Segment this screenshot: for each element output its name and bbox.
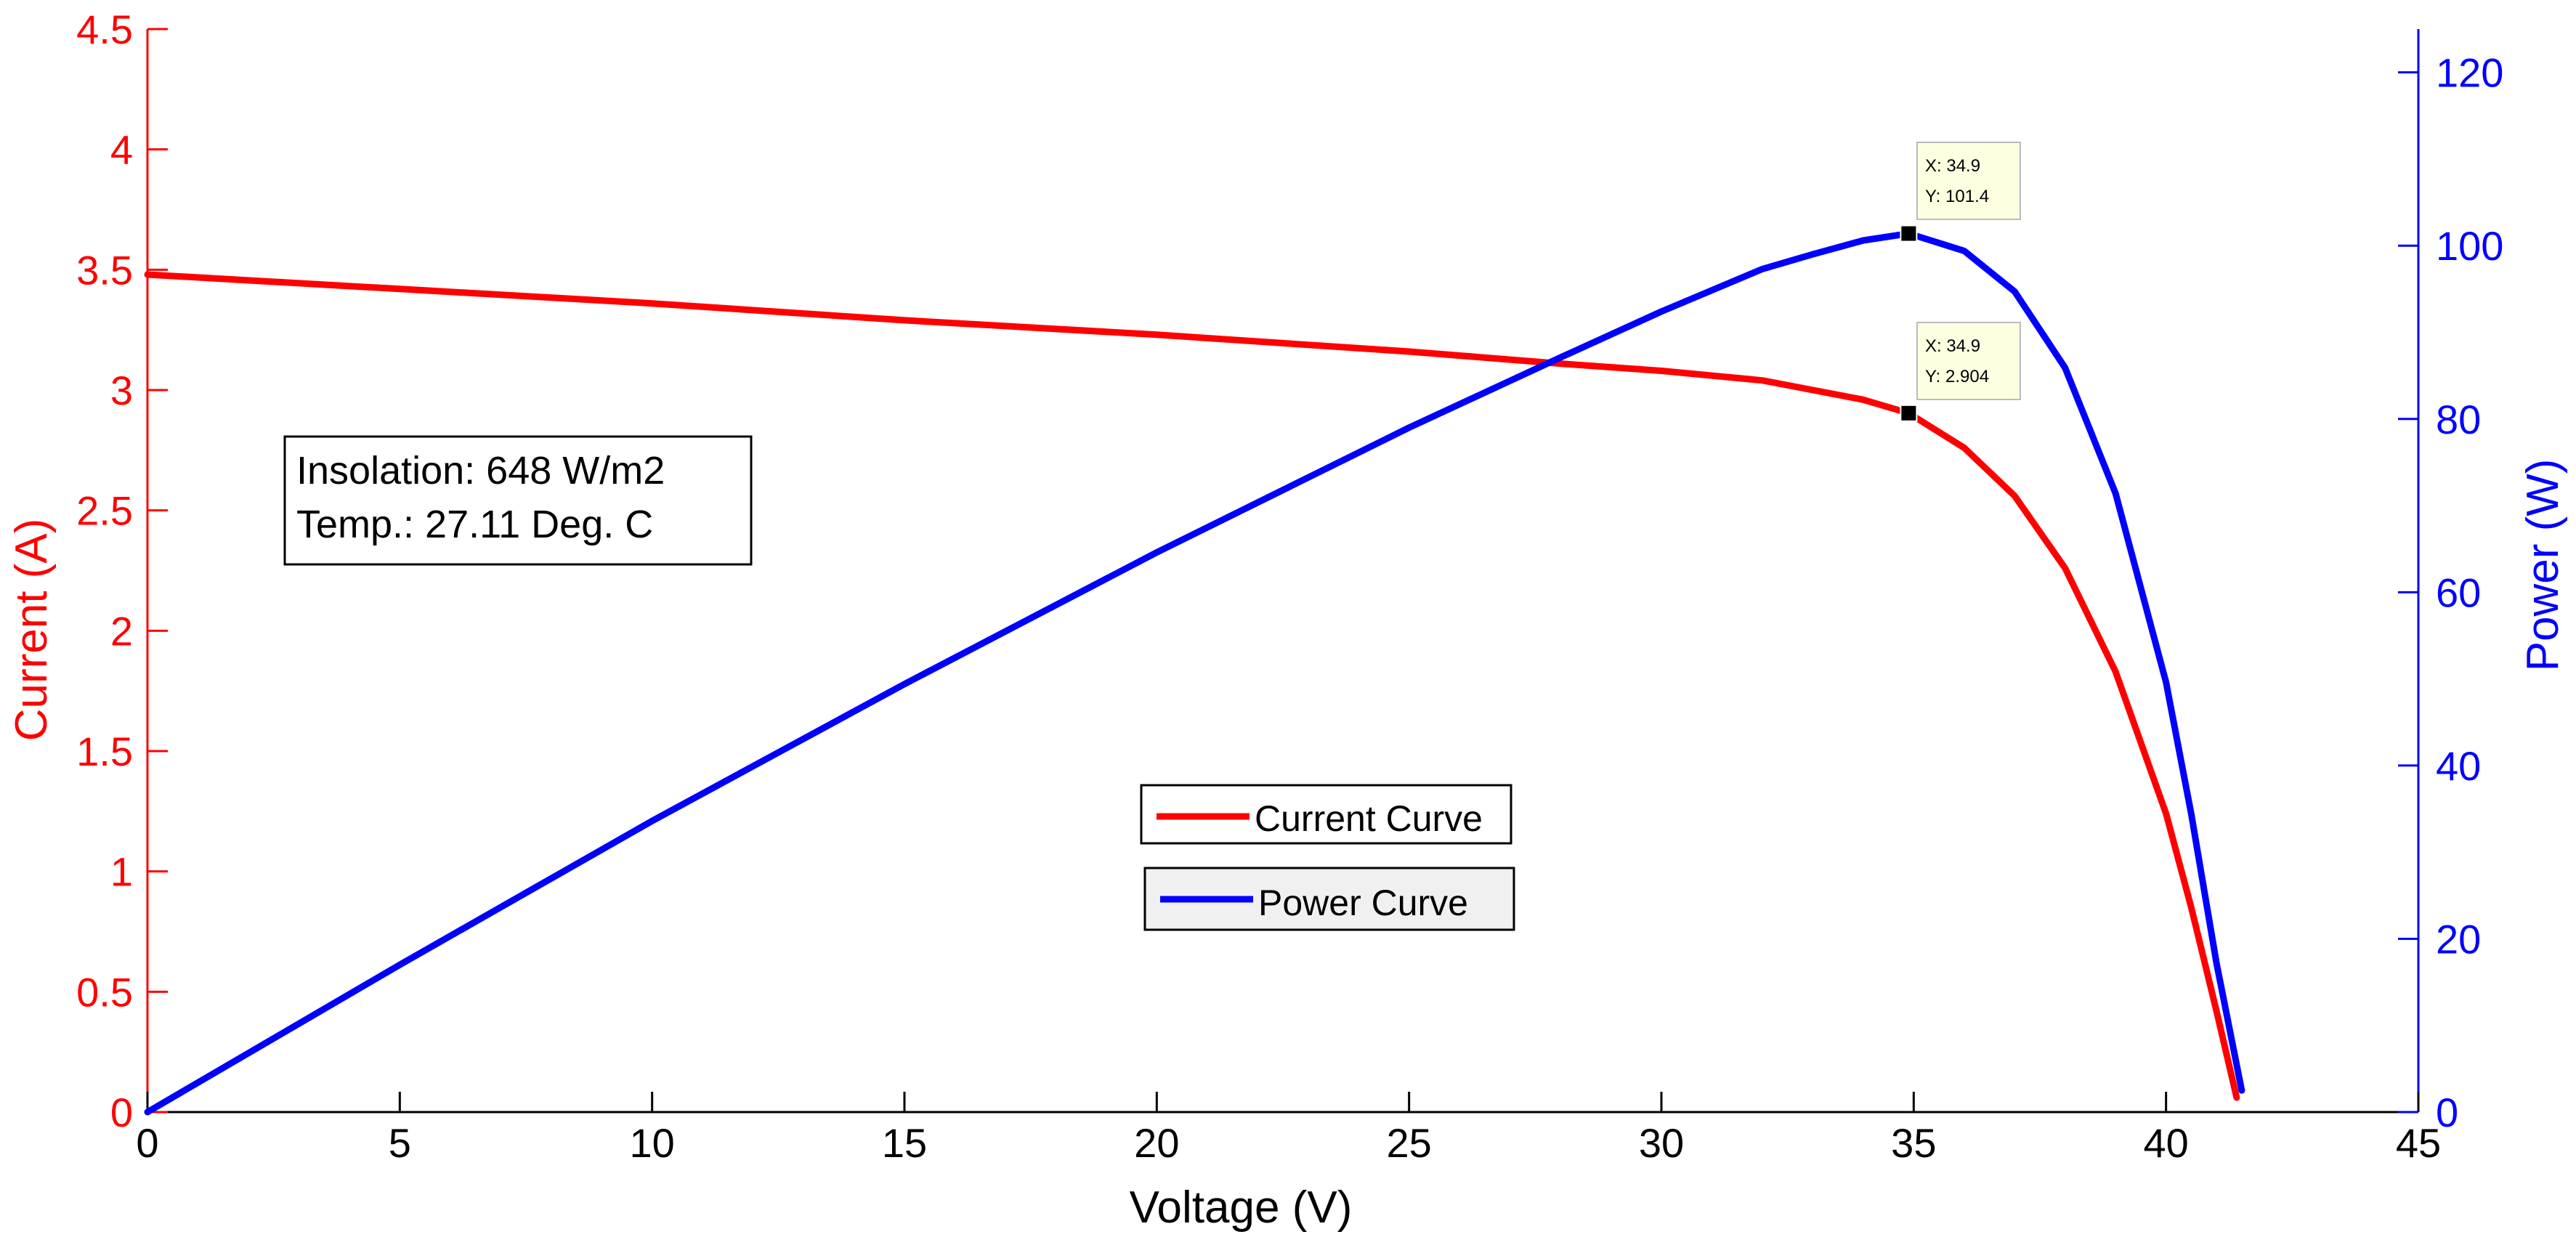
marker-layer (1900, 224, 1918, 422)
current-point-13 (2013, 495, 2016, 498)
y-left-tick-label-8: 4 (110, 127, 133, 173)
legend-current-label: Current Curve (1255, 798, 1483, 839)
y-right-tick-label-4: 80 (2436, 397, 2481, 442)
x-tick-label-4: 20 (1134, 1120, 1179, 1166)
x-tick-label-9: 45 (2396, 1120, 2441, 1166)
current-point-0 (146, 273, 149, 276)
current-point-6 (1559, 362, 1562, 365)
power-point-15 (2114, 492, 2117, 495)
current-point-14 (2064, 567, 2067, 569)
y-right-tick-label-1: 20 (2436, 916, 2481, 962)
current-point-5 (1408, 350, 1411, 353)
datatip-current-marker (1900, 404, 1918, 422)
y-left-tick-label-1: 0.5 (76, 969, 133, 1015)
power-point-0 (146, 1111, 149, 1114)
power-point-6 (1559, 356, 1562, 359)
y-left-tick-label-3: 1.5 (76, 729, 133, 774)
current-point-15 (2114, 670, 2117, 673)
current-point-8 (1761, 379, 1764, 382)
current-point-10 (1862, 398, 1865, 401)
datatip-current-y: Y: 2.904 (1925, 367, 1989, 386)
power-point-16 (2165, 681, 2168, 684)
y-left-tick-label-6: 3 (110, 368, 133, 413)
y-left-tick-label-7: 3.5 (76, 247, 133, 293)
power-point-17 (2190, 813, 2192, 816)
current-point-16 (2165, 812, 2168, 815)
y-right-tick-label-2: 40 (2436, 743, 2481, 789)
x-tick-label-1: 5 (389, 1120, 411, 1166)
y-left-tick-label-9: 4.5 (76, 7, 133, 52)
current-point-19 (2235, 1096, 2238, 1099)
annotation-box-frame (283, 435, 753, 566)
datatip-current-box (1916, 322, 2021, 400)
power-curve-line (144, 230, 2245, 1116)
y-left-tick-label-2: 1 (110, 849, 133, 895)
x-tick-label-7: 35 (1891, 1120, 1936, 1166)
current-point-7 (1660, 369, 1663, 372)
datatip-power-y: Y: 101.4 (1925, 187, 1989, 206)
x-tick-label-8: 40 (2144, 1120, 2189, 1166)
power-point-13 (2013, 290, 2016, 293)
current-point-9 (1811, 389, 1814, 392)
x-tick-label-5: 25 (1387, 1120, 1432, 1166)
y-left-tick-label-5: 2.5 (76, 488, 133, 534)
current-point-12 (1963, 447, 1966, 450)
series-layer (144, 230, 2245, 1116)
power-point-18 (2215, 962, 2218, 965)
current-point-1 (398, 288, 401, 291)
power-point-8 (1761, 267, 1764, 270)
power-point-3 (903, 683, 906, 686)
y-right-tick-label-0: 0 (2436, 1090, 2458, 1135)
legend-power: Power Curve (1143, 867, 1515, 931)
datatip-power-x: X: 34.9 (1925, 156, 1980, 176)
power-point-5 (1408, 426, 1411, 429)
legend-current: Current Curve (1140, 784, 1512, 845)
current-curve-line (144, 271, 2240, 1101)
datatip-current-x: X: 34.9 (1925, 336, 1980, 356)
power-point-10 (1862, 239, 1865, 242)
datatip-power-marker (1900, 224, 1918, 243)
power-point-14 (2064, 366, 2067, 369)
y-right-axis-label: Power (W) (2518, 459, 2568, 672)
current-point-4 (1155, 333, 1158, 336)
y-left-tick-label-4: 2 (110, 608, 133, 654)
power-point-2 (651, 819, 654, 822)
current-point-17 (2190, 906, 2192, 909)
power-point-7 (1660, 310, 1663, 313)
datatip-power: X: 34.9 Y: 101.4 (1916, 142, 2021, 220)
x-tick-label-2: 10 (630, 1120, 675, 1166)
datatip-power-box (1916, 142, 2021, 220)
power-point-19 (2240, 1089, 2243, 1092)
annotation-box: Insolation: 648 W/m2 Temp.: 27.11 Deg. C (283, 435, 753, 566)
annotation-temperature: Temp.: 27.11 Deg. C (296, 503, 653, 546)
power-point-1 (398, 963, 401, 966)
axes: 0 5 10 15 20 25 30 35 40 4500.511.522.533.544.502… (76, 7, 2503, 1166)
current-point-3 (903, 319, 906, 322)
x-tick-label-0: 0 (136, 1120, 158, 1166)
y-left-axis-label: Current (A) (7, 519, 57, 742)
annotation-insolation: Insolation: 648 W/m2 (296, 449, 665, 492)
power-point-9 (1811, 253, 1814, 256)
y-right-tick-label-5: 100 (2436, 223, 2503, 269)
power-point-4 (1155, 551, 1158, 553)
datatip-current: X: 34.9 Y: 2.904 (1916, 322, 2021, 400)
legend-power-label: Power Curve (1258, 883, 1468, 923)
current-point-18 (2215, 1010, 2218, 1013)
y-right-tick-label-3: 60 (2436, 569, 2481, 615)
x-tick-label-6: 30 (1639, 1120, 1684, 1166)
x-tick-label-3: 15 (882, 1120, 927, 1166)
y-left-tick-label-0: 0 (110, 1090, 133, 1135)
x-axis-label: Voltage (V) (1130, 1183, 1353, 1233)
y-right-tick-label-6: 120 (2436, 50, 2503, 96)
current-point-2 (651, 302, 654, 305)
power-point-12 (1963, 249, 1966, 252)
